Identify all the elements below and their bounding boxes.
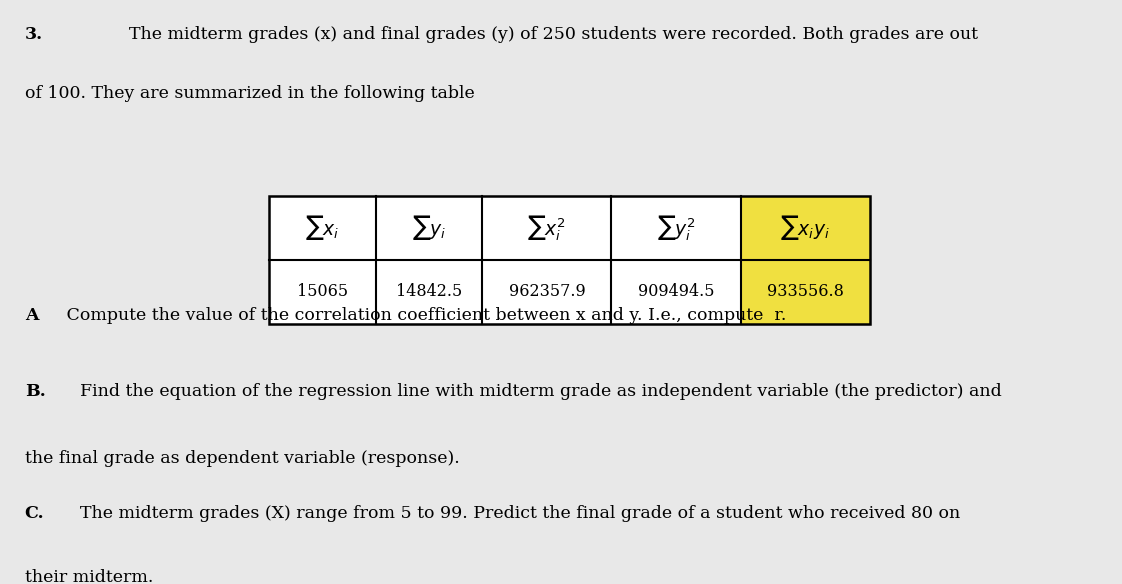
Text: $\sum y_i$: $\sum y_i$ [412, 213, 447, 242]
Text: The midterm grades (X) range from 5 to 99. Predict the final grade of a student : The midterm grades (X) range from 5 to 9… [58, 505, 960, 522]
Text: 3.: 3. [25, 26, 43, 43]
Text: of 100. They are summarized in the following table: of 100. They are summarized in the follo… [25, 85, 475, 102]
Text: $\sum x_i^2$: $\sum x_i^2$ [527, 213, 567, 242]
Text: $\sum x_i y_i$: $\sum x_i y_i$ [780, 213, 830, 242]
Text: 15065: 15065 [297, 283, 348, 301]
Text: their midterm.: their midterm. [25, 569, 153, 584]
Text: $\sum x_i$: $\sum x_i$ [305, 213, 340, 242]
Text: A: A [25, 307, 38, 324]
Text: $\sum y_i^2$: $\sum y_i^2$ [656, 213, 696, 242]
Text: The midterm grades (x) and final grades (y) of 250 students were recorded. Both : The midterm grades (x) and final grades … [129, 26, 978, 43]
Text: 962357.9: 962357.9 [508, 283, 586, 301]
Text: the final grade as dependent variable (response).: the final grade as dependent variable (r… [25, 450, 459, 467]
Text: Compute the value of the correlation coefficient between x and y. I.e., compute : Compute the value of the correlation coe… [50, 307, 787, 324]
Text: C.: C. [25, 505, 44, 522]
Bar [269, 196, 376, 324]
Text: 909494.5: 909494.5 [637, 283, 715, 301]
Text: B.: B. [25, 383, 45, 399]
Text: 14842.5: 14842.5 [396, 283, 462, 301]
Text: Find the equation of the regression line with midterm grade as independent varia: Find the equation of the regression line… [58, 383, 1002, 399]
Text: 933556.8: 933556.8 [766, 283, 844, 301]
Bar [376, 196, 482, 324]
